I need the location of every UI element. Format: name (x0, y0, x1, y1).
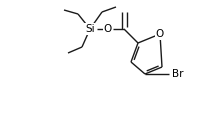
Text: Si: Si (85, 24, 95, 34)
Text: O: O (156, 29, 164, 39)
Text: O: O (104, 24, 112, 34)
Text: Br: Br (172, 69, 184, 79)
